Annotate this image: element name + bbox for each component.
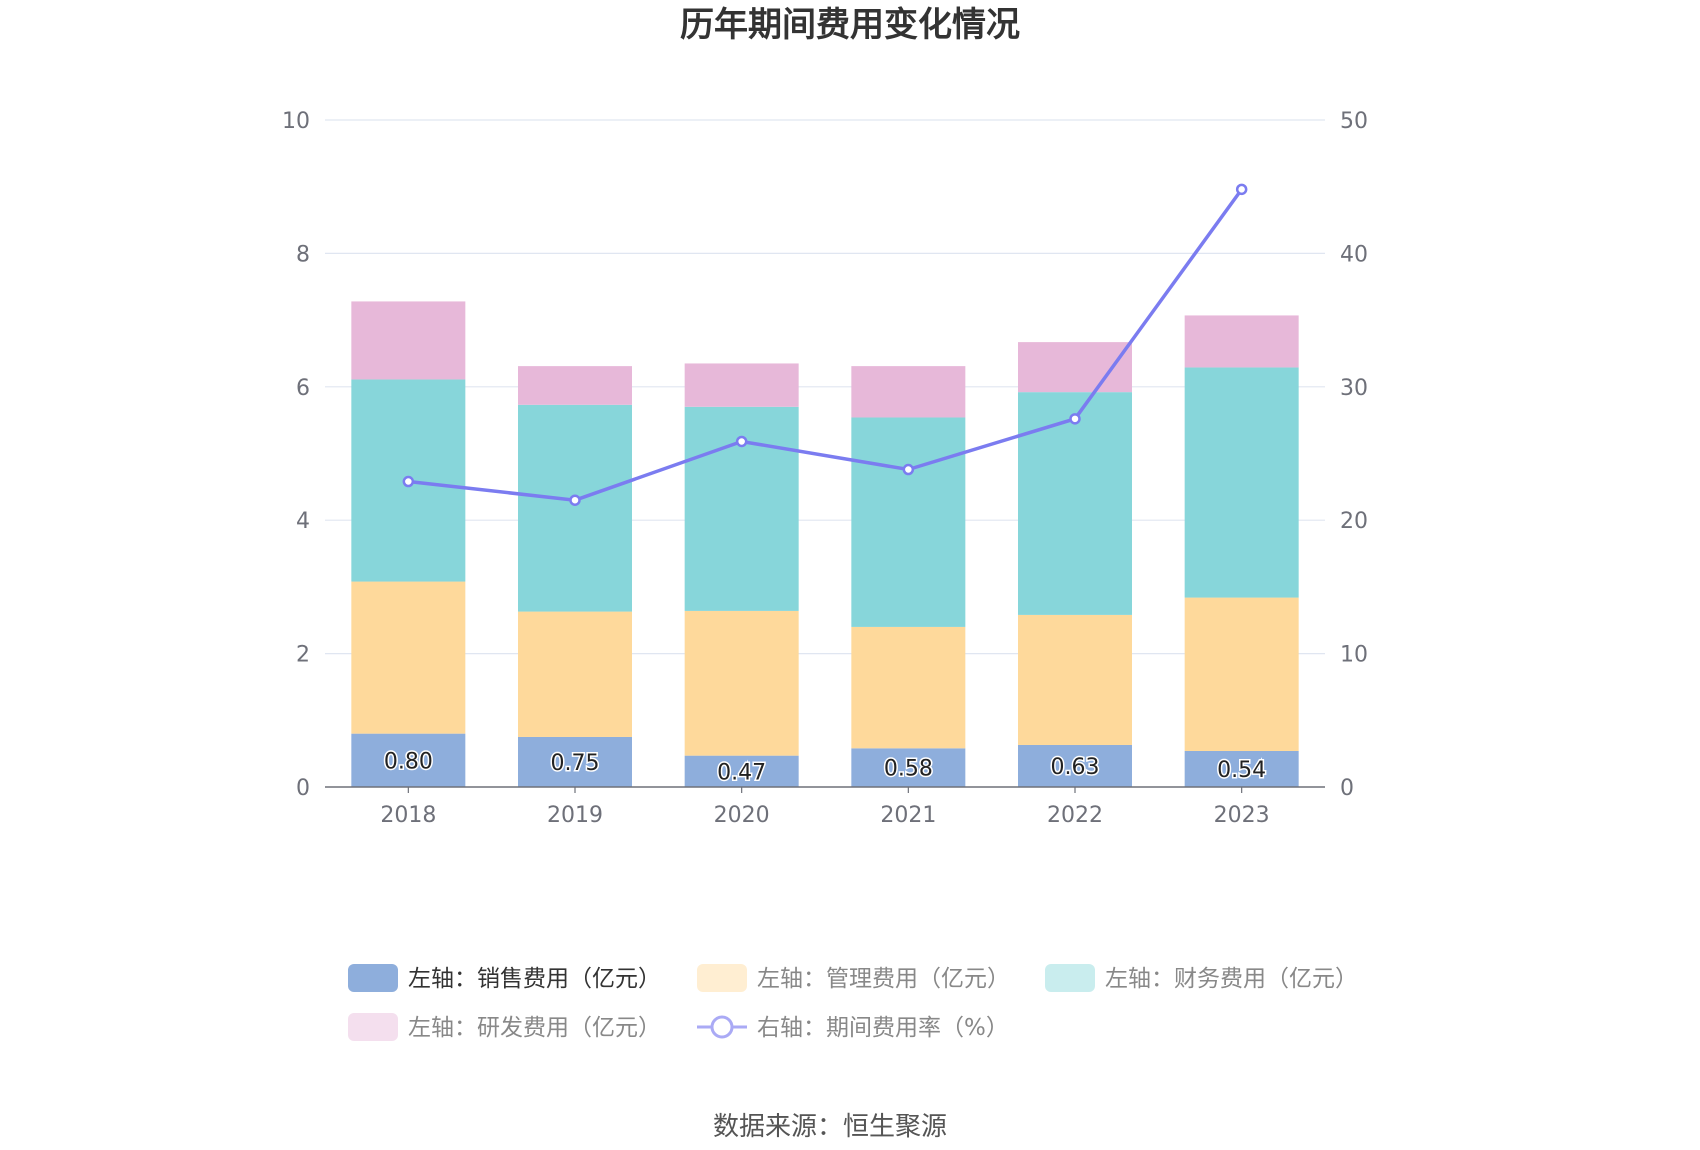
line-point[interactable] — [902, 463, 915, 476]
bar-segment[interactable] — [851, 366, 966, 418]
gridlines — [325, 119, 1325, 655]
x-tick-label: 2018 — [380, 803, 436, 828]
legend-label: 左轴：管理费用（亿元） — [757, 966, 1010, 992]
data-source: 数据来源：恒生聚源 — [713, 1112, 947, 1142]
legend-label: 左轴：研发费用（亿元） — [408, 1015, 661, 1041]
bar-segment[interactable] — [351, 733, 466, 787]
bar-segment[interactable] — [851, 748, 966, 787]
bar-segment[interactable] — [684, 363, 799, 407]
chart-title: 历年期间费用变化情况 — [680, 5, 1020, 45]
legend-item[interactable]: 左轴：管理费用（亿元） — [697, 964, 1010, 992]
line-point[interactable] — [1235, 183, 1248, 196]
right-tick-label: 10 — [1340, 643, 1368, 668]
bar-value-label: 0.54 — [1217, 758, 1266, 783]
bar-value-label: 0.80 — [384, 749, 433, 774]
bar-segment[interactable] — [851, 417, 966, 627]
bar-segment[interactable] — [1184, 315, 1299, 368]
legend-label: 左轴：销售费用（亿元） — [408, 966, 661, 992]
bar-segment[interactable] — [1018, 392, 1132, 615]
bar-segment[interactable] — [684, 755, 799, 787]
bar-segment[interactable] — [518, 611, 632, 737]
line-point[interactable] — [1069, 413, 1081, 425]
line-point[interactable] — [402, 475, 415, 488]
bar-value-label: 0.63 — [1051, 755, 1100, 780]
right-tick-label: 50 — [1340, 109, 1368, 134]
x-tick-label: 2023 — [1214, 803, 1270, 828]
right-axis: 0 10 20 30 40 50 — [1340, 109, 1368, 801]
bar-segment[interactable] — [518, 404, 632, 612]
legend-swatch — [348, 1013, 398, 1041]
line-point[interactable] — [569, 494, 581, 506]
bar-segment[interactable] — [1018, 342, 1132, 393]
left-tick-label: 4 — [296, 509, 310, 534]
left-tick-label: 8 — [296, 242, 310, 267]
legend-swatch — [1045, 964, 1095, 992]
bar-segment[interactable] — [684, 610, 799, 756]
legend-marker-icon — [710, 1015, 734, 1039]
left-tick-label: 10 — [282, 109, 310, 134]
right-tick-label: 0 — [1340, 776, 1354, 801]
left-tick-label: 2 — [296, 643, 310, 668]
line-path — [408, 188, 1244, 502]
expense-rate-line — [402, 183, 1248, 506]
x-axis: 2018 2019 2020 2021 2022 2023 — [380, 787, 1270, 828]
x-tick-label: 2020 — [714, 803, 770, 828]
line-point[interactable] — [735, 435, 748, 448]
bar-segment[interactable] — [518, 736, 632, 787]
legend-item[interactable]: 右轴：期间费用率（%） — [697, 1015, 1009, 1041]
legend-label: 右轴：期间费用率（%） — [757, 1015, 1009, 1041]
right-tick-label: 40 — [1340, 242, 1368, 267]
data-labels: 0.80 0.75 0.47 0.58 0.63 0.54 — [382, 748, 1267, 787]
legend[interactable]: 左轴：销售费用（亿元） 左轴：管理费用（亿元） 左轴：财务费用（亿元） 左轴：研发费用… — [348, 964, 1358, 1041]
bar-value-label: 0.47 — [717, 760, 766, 785]
bar-value-label: 0.58 — [884, 757, 933, 782]
bar-segment[interactable] — [851, 626, 966, 749]
bar-segment[interactable] — [1184, 367, 1299, 598]
left-axis: 0 2 4 6 8 10 — [282, 109, 310, 801]
x-tick-label: 2022 — [1047, 803, 1103, 828]
legend-label: 左轴：财务费用（亿元） — [1105, 966, 1358, 992]
bar-segment[interactable] — [1018, 614, 1132, 745]
right-tick-label: 20 — [1340, 509, 1368, 534]
bar-value-label: 0.75 — [551, 751, 600, 776]
legend-swatch — [348, 964, 398, 992]
bar-segment[interactable] — [351, 581, 466, 734]
bar-segment[interactable] — [351, 301, 466, 380]
bar-segment[interactable] — [1018, 744, 1132, 787]
right-tick-label: 30 — [1340, 376, 1368, 401]
bar-segment[interactable] — [1184, 750, 1299, 787]
left-tick-label: 6 — [296, 376, 310, 401]
legend-swatch — [697, 964, 747, 992]
bar-segment[interactable] — [518, 366, 632, 405]
left-tick-label: 0 — [296, 776, 310, 801]
legend-item[interactable]: 左轴：销售费用（亿元） — [348, 964, 661, 992]
x-tick-label: 2019 — [547, 803, 603, 828]
legend-item[interactable]: 左轴：研发费用（亿元） — [348, 1013, 661, 1041]
bars — [351, 301, 1299, 787]
bar-segment[interactable] — [1184, 597, 1299, 751]
x-tick-label: 2021 — [880, 803, 936, 828]
legend-item[interactable]: 左轴：财务费用（亿元） — [1045, 964, 1358, 992]
